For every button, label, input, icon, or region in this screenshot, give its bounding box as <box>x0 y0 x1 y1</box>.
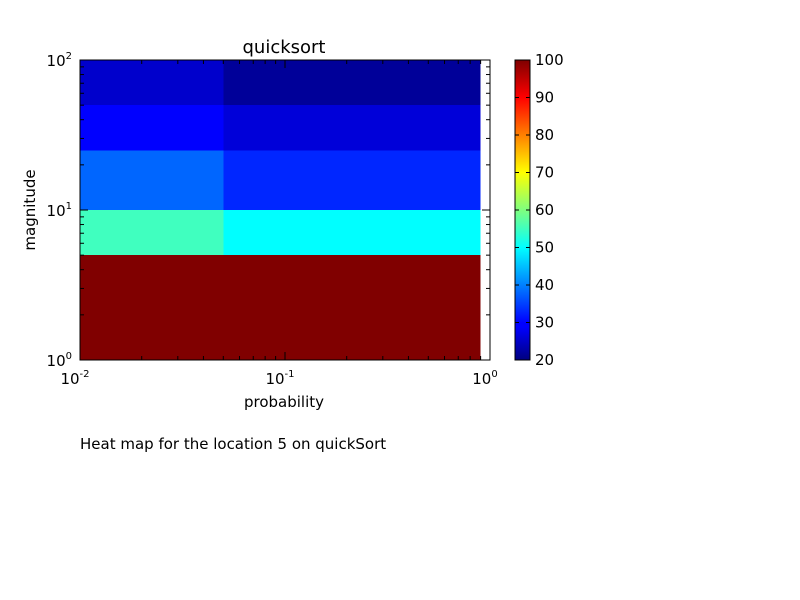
y-tick-label: 102 <box>47 51 72 70</box>
x-tick-label: 100 <box>472 369 497 388</box>
heatmap-cell <box>80 105 224 151</box>
y-tick-label: 101 <box>47 201 72 220</box>
colorbar-tick-label: 20 <box>535 351 554 369</box>
colorbar-tick-label: 60 <box>535 201 554 219</box>
colorbar-tick-label: 50 <box>535 239 554 257</box>
x-tick-label: 10-2 <box>60 369 89 388</box>
y-axis-ticks: 100 101 102 <box>47 51 490 370</box>
heatmap-cells <box>80 60 481 360</box>
heatmap-cell <box>223 60 481 106</box>
heatmap-cell <box>80 150 224 210</box>
colorbar-tick-label: 70 <box>535 164 554 182</box>
colorbar-ticks: 20 30 40 50 60 70 80 90 100 <box>515 51 564 369</box>
heatmap-cell <box>80 210 224 256</box>
colorbar-tick-label: 40 <box>535 276 554 294</box>
heatmap-cell <box>223 150 481 210</box>
heatmap-cell <box>80 60 224 106</box>
heatmap-cell <box>223 210 481 256</box>
y-axis-label: magnitude <box>21 169 39 250</box>
x-axis-label: probability <box>244 393 324 411</box>
figure-caption: Heat map for the location 5 on quickSort <box>80 435 387 453</box>
y-tick-label: 100 <box>47 351 72 370</box>
heatmap-cell <box>223 255 481 360</box>
heatmap-cell <box>80 255 224 360</box>
heatmap-cell <box>223 105 481 151</box>
colorbar-tick-label: 80 <box>535 126 554 144</box>
colorbar-tick-label: 30 <box>535 314 554 332</box>
colorbar-tick-label: 90 <box>535 89 554 107</box>
chart-title: quicksort <box>242 37 325 58</box>
x-tick-label: 10-1 <box>265 369 294 388</box>
colorbar-tick-label: 100 <box>535 51 564 69</box>
